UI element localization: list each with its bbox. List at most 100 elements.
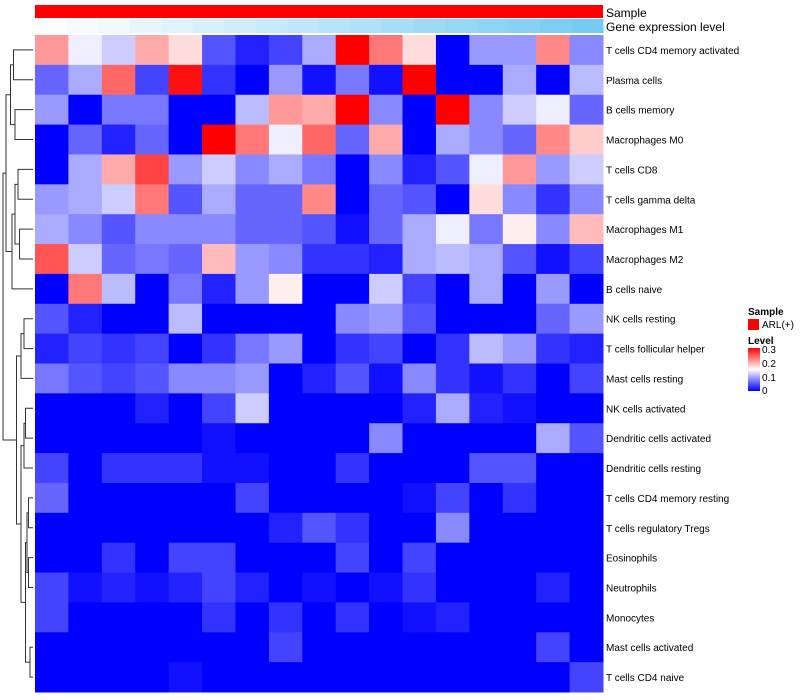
heatmap-cell [68,453,103,484]
heatmap-cell [202,94,236,126]
heatmap-cell [202,154,236,185]
heatmap-cell [135,453,170,484]
heatmap-cell [101,512,136,544]
heatmap-cell [335,482,370,514]
heatmap-cell [502,363,537,394]
heatmap-cell [268,512,303,544]
heatmap-cell [101,184,136,215]
heatmap-cell [569,273,604,305]
heatmap-cell [435,542,470,574]
row-label: T cells CD4 memory activated [606,46,739,57]
heatmap-cell [202,602,236,633]
heatmap-cell [502,273,537,305]
heatmap-cell [268,214,303,245]
heatmap-cell [369,363,404,394]
heatmap-cell [101,244,136,275]
heatmap-cell [335,512,370,544]
heatmap-cell [202,393,236,424]
heatmap-cell [35,542,69,574]
heatmap-cell [35,482,69,514]
heatmap-cell [335,572,370,603]
heatmap-cell [135,363,170,394]
heatmap-cell [202,124,236,155]
heatmap-cell [35,35,69,66]
heatmap-cell [435,662,470,693]
heatmap-cell [101,35,136,66]
gene-expression-track-cell [192,19,225,33]
heatmap-cell [435,423,470,454]
heatmap-cell [302,393,337,424]
heatmap-cell [502,572,537,603]
gene-expression-track-cell [350,19,383,33]
legend-sample-title: Sample [748,307,784,318]
heatmap-cell [168,154,203,185]
heatmap-cell [502,512,537,544]
heatmap-cell [502,35,537,66]
heatmap-cell [469,35,504,66]
heatmap-cell [402,662,437,693]
heatmap-cell [135,632,170,663]
heatmap-cell [435,632,470,663]
heatmap-cell [202,423,236,454]
heatmap-cell [569,303,604,335]
heatmap-cell [235,303,270,335]
heatmap-cell [235,482,270,514]
heatmap-cell [502,184,537,215]
heatmap-cell [68,632,103,663]
heatmap-cell [68,273,103,305]
heatmap-cell [202,244,236,275]
heatmap-cell [569,542,604,574]
heatmap-cell [68,363,103,394]
heatmap-cell [68,662,103,693]
heatmap-cell [502,393,537,424]
heatmap-cell [335,453,370,484]
heatmap-cell [302,363,337,394]
gene-expression-track-cell [508,19,541,33]
heatmap-cell [268,662,303,693]
heatmap-cell [202,333,236,364]
heatmap-cell [268,542,303,574]
heatmap-cell [302,124,337,155]
heatmap-cell [402,512,437,544]
heatmap-cell [402,333,437,364]
heatmap-cell [402,124,437,155]
heatmap-cell [35,363,69,394]
row-label: Macrophages M0 [606,136,684,147]
heatmap-cell [135,512,170,544]
heatmap-cell [35,273,69,305]
heatmap-cell [402,214,437,245]
heatmap-cell [502,482,537,514]
heatmap-cell [68,303,103,335]
heatmap-cell [135,154,170,185]
heatmap-cell [202,273,236,305]
heatmap-cell [469,542,504,574]
heatmap-cell [369,393,404,424]
heatmap-cell [101,303,136,335]
heatmap-cell [502,602,537,633]
heatmap-cell [369,64,404,96]
heatmap-cell [302,214,337,245]
heatmap-cell [469,154,504,185]
heatmap-cell [202,363,236,394]
heatmap-cell [168,453,203,484]
heatmap-cell [268,453,303,484]
dendrogram-branch [29,646,33,678]
heatmap-cell [135,303,170,335]
heatmap-cell [235,393,270,424]
heatmap-cell [369,572,404,603]
row-label: Mast cells activated [606,643,693,654]
heatmap-cell [435,214,470,245]
heatmap-cell [302,244,337,275]
heatmap-cell [569,363,604,394]
heatmap-cell [335,662,370,693]
heatmap-cell [235,184,270,215]
heatmap-cell [135,124,170,155]
heatmap-cell [235,662,270,693]
row-label: T cells regulatory Tregs [606,524,710,535]
heatmap-cell [135,662,170,693]
heatmap-cell [335,35,370,66]
heatmap-cell [536,482,571,514]
legend-tick: 0.3 [762,345,776,356]
heatmap-cell [335,333,370,364]
